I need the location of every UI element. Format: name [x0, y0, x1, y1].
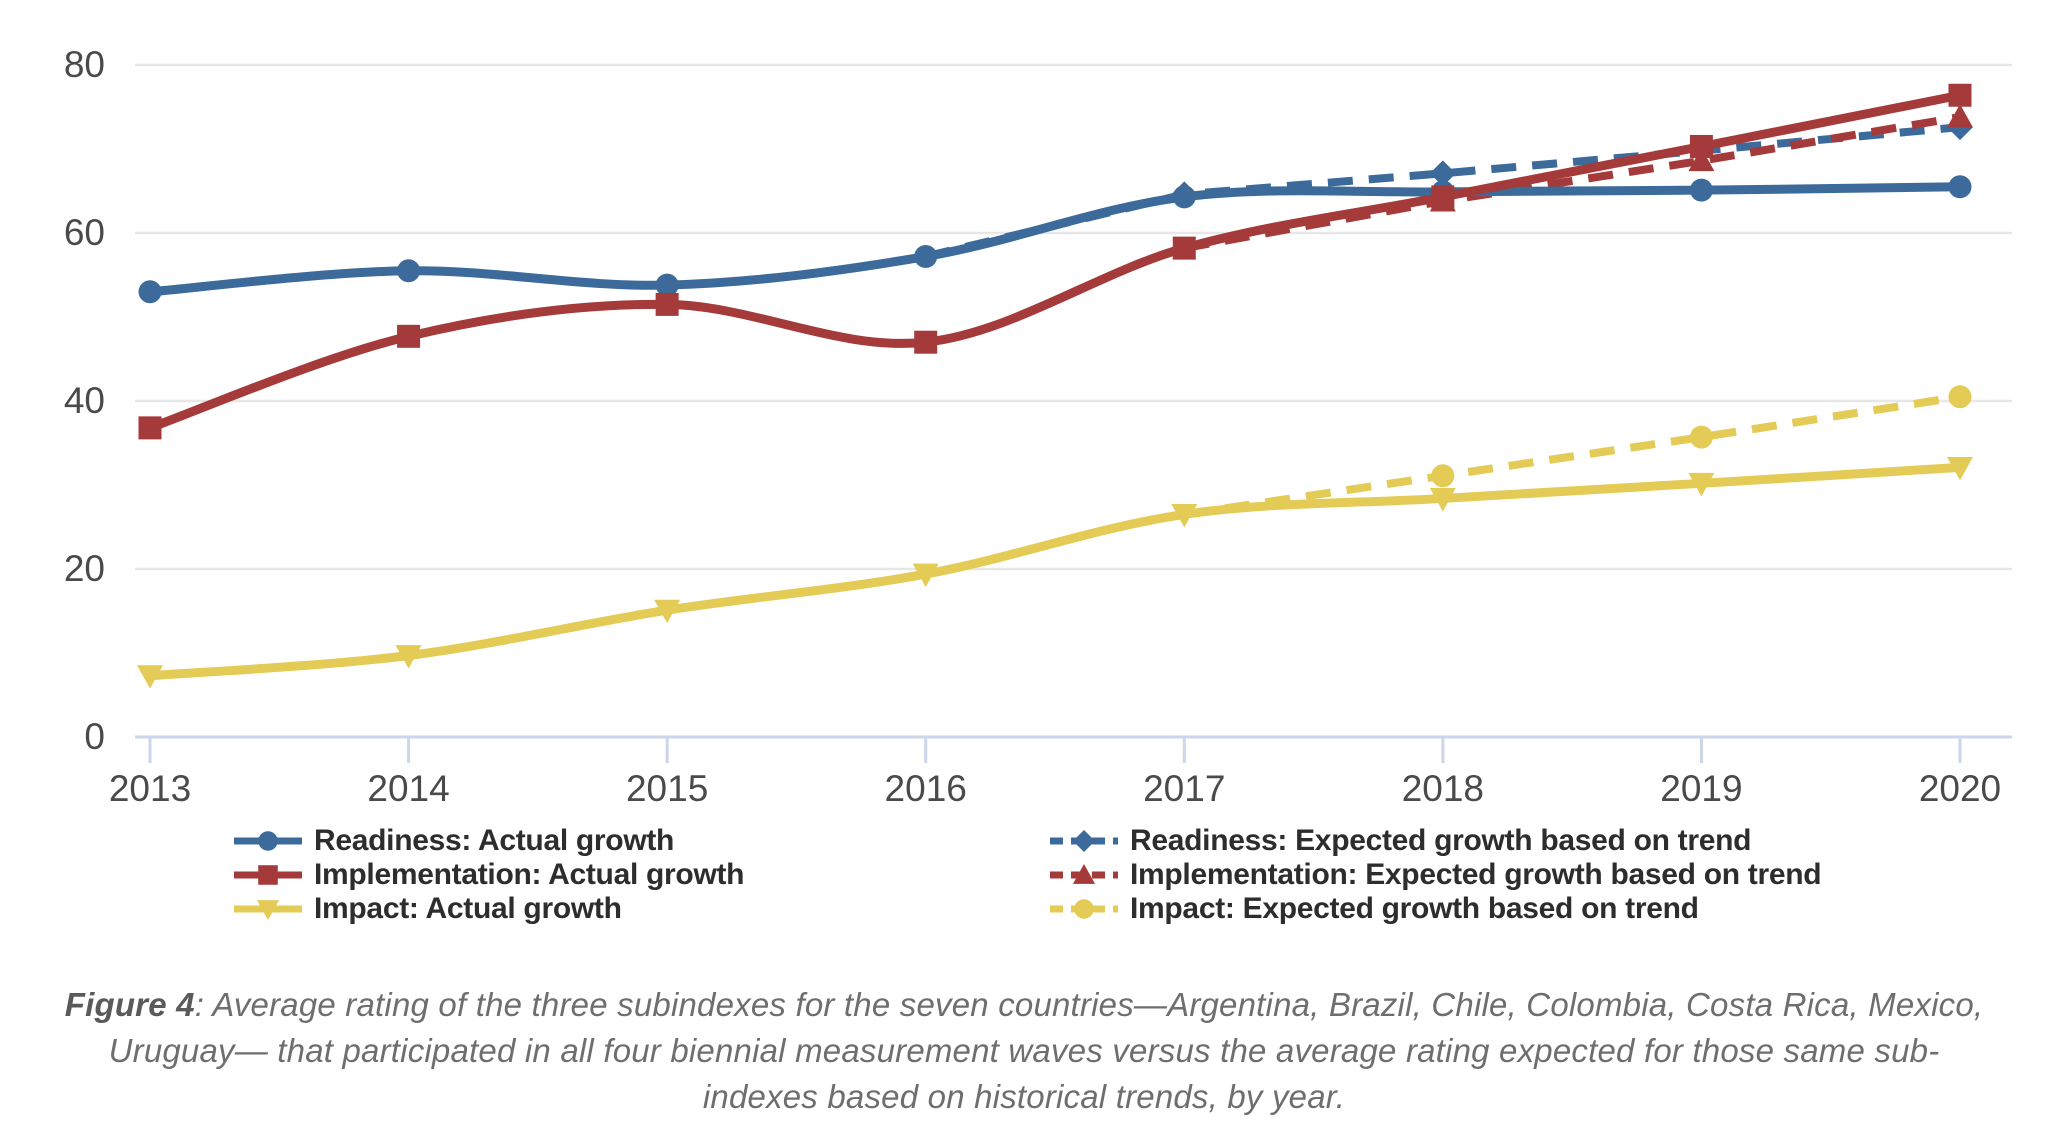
svg-text:2014: 2014	[367, 768, 449, 809]
svg-text:2020: 2020	[1919, 768, 2001, 809]
impact-actual-legend-icon	[234, 900, 302, 921]
legend-item-readiness-actual: Readiness: Actual growth	[232, 824, 744, 858]
svg-text:2013: 2013	[109, 768, 191, 809]
legend-column-expected: Readiness: Expected growth based on tren…	[1048, 824, 1822, 926]
legend-item-readiness-expected: Readiness: Expected growth based on tren…	[1048, 824, 1821, 858]
implementation-actual-legend-icon	[234, 865, 302, 885]
legend-column-actual: Readiness: Actual growth Implementation:…	[232, 824, 745, 926]
legend-label: Implementation: Actual growth	[314, 858, 745, 891]
svg-text:20: 20	[64, 548, 105, 589]
readiness-expected-legend-icon	[1050, 829, 1118, 853]
line-chart: 0 20 40 60 80 2013 2014 2015 2016 2017 2018 2019 202…	[64, 44, 2012, 809]
svg-text:2016: 2016	[885, 768, 967, 809]
readiness-actual-legend-icon	[234, 831, 302, 851]
svg-text:60: 60	[64, 212, 105, 253]
svg-text:2018: 2018	[1402, 768, 1484, 809]
legend-item-impact-actual: Impact: Actual growth	[232, 892, 744, 926]
svg-text:2017: 2017	[1143, 768, 1225, 809]
legend-label: Impact: Actual growth	[314, 892, 622, 925]
legend-item-impact-expected: Impact: Expected growth based on trend	[1048, 892, 1821, 926]
legend-label: Impact: Expected growth based on trend	[1130, 892, 1699, 925]
caption-line-3: indexes based on historical trends, by y…	[702, 1078, 1346, 1115]
caption-figure-number: Figure 4	[64, 986, 195, 1023]
svg-text:0: 0	[84, 716, 105, 757]
chart-area: 0 20 40 60 80 2013 2014 2015 2016 2017 2018 2019 202…	[64, 44, 2012, 809]
svg-text:2015: 2015	[626, 768, 708, 809]
legend-label: Implementation: Expected growth based on…	[1130, 858, 1822, 891]
caption-text: : Average rating of the three subindexes…	[194, 986, 1984, 1023]
legend-item-implementation-expected: Implementation: Expected growth based on…	[1048, 858, 1822, 892]
figure-caption: Figure 4: Average rating of the three su…	[0, 982, 2048, 1120]
svg-text:40: 40	[64, 380, 105, 421]
implementation-expected-legend-icon	[1050, 863, 1118, 884]
legend-label: Readiness: Expected growth based on tren…	[1130, 824, 1752, 857]
svg-text:2019: 2019	[1660, 768, 1742, 809]
svg-text:80: 80	[64, 44, 105, 85]
legend-label: Readiness: Actual growth	[314, 824, 675, 857]
caption-line-1: Figure 4: Average rating of the three su…	[0, 982, 2048, 1028]
legend-item-implementation-actual: Implementation: Actual growth	[232, 858, 745, 892]
impact-expected-legend-icon	[1050, 899, 1118, 919]
caption-line-2: Uruguay— that participated in all four b…	[108, 1032, 1940, 1069]
chart-legend: Readiness: Actual growth Implementation:…	[0, 824, 2048, 939]
